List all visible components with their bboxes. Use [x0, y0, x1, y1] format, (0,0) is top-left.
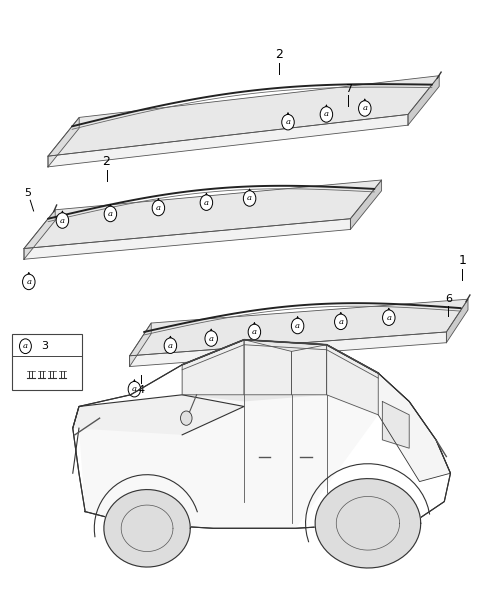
Text: 2: 2: [276, 48, 283, 61]
Polygon shape: [182, 340, 244, 395]
Polygon shape: [383, 402, 409, 448]
Polygon shape: [104, 489, 190, 567]
Polygon shape: [24, 180, 382, 249]
Text: 6: 6: [445, 294, 452, 304]
Text: a: a: [247, 194, 252, 203]
Text: 5: 5: [24, 188, 31, 198]
Polygon shape: [130, 323, 151, 367]
Circle shape: [56, 213, 69, 228]
Text: a: a: [26, 278, 31, 286]
Text: a: a: [108, 210, 113, 218]
Text: 7: 7: [345, 83, 352, 94]
Polygon shape: [130, 332, 446, 367]
Polygon shape: [326, 344, 378, 415]
Polygon shape: [24, 210, 55, 259]
Text: 1: 1: [458, 254, 466, 267]
Text: a: a: [132, 385, 137, 393]
Text: a: a: [295, 322, 300, 330]
Polygon shape: [446, 299, 468, 343]
Text: a: a: [209, 334, 214, 343]
Polygon shape: [79, 340, 378, 528]
Bar: [12, 334, 82, 390]
Polygon shape: [378, 373, 450, 482]
Polygon shape: [48, 117, 79, 167]
Text: a: a: [204, 198, 209, 207]
Polygon shape: [315, 479, 420, 568]
Text: a: a: [156, 204, 161, 212]
Polygon shape: [182, 340, 378, 402]
Text: a: a: [286, 118, 290, 126]
Circle shape: [200, 195, 213, 210]
Text: 4: 4: [137, 385, 144, 395]
Text: 3: 3: [41, 342, 48, 351]
Polygon shape: [73, 395, 244, 435]
Polygon shape: [24, 219, 350, 259]
Circle shape: [243, 191, 256, 206]
Circle shape: [104, 206, 117, 222]
Circle shape: [359, 101, 371, 116]
Text: a: a: [338, 318, 343, 326]
Circle shape: [282, 114, 294, 130]
Text: a: a: [362, 104, 367, 113]
Circle shape: [320, 107, 333, 122]
Circle shape: [248, 324, 261, 340]
Circle shape: [20, 339, 31, 353]
Polygon shape: [130, 299, 468, 356]
Polygon shape: [48, 76, 439, 156]
Text: a: a: [168, 342, 173, 350]
Text: a: a: [252, 328, 257, 336]
Polygon shape: [244, 340, 291, 395]
Polygon shape: [291, 344, 326, 395]
Polygon shape: [48, 114, 408, 167]
Circle shape: [291, 318, 304, 334]
Circle shape: [180, 411, 192, 426]
Text: a: a: [324, 110, 329, 119]
Text: a: a: [23, 342, 28, 350]
Circle shape: [164, 338, 177, 353]
Polygon shape: [350, 180, 382, 229]
Circle shape: [383, 310, 395, 325]
Text: a: a: [60, 216, 65, 225]
Text: 2: 2: [103, 155, 110, 168]
Circle shape: [335, 314, 347, 330]
Circle shape: [23, 274, 35, 290]
Circle shape: [152, 200, 165, 216]
Circle shape: [128, 381, 141, 397]
Circle shape: [205, 331, 217, 346]
Text: a: a: [386, 313, 391, 322]
Polygon shape: [408, 76, 439, 125]
